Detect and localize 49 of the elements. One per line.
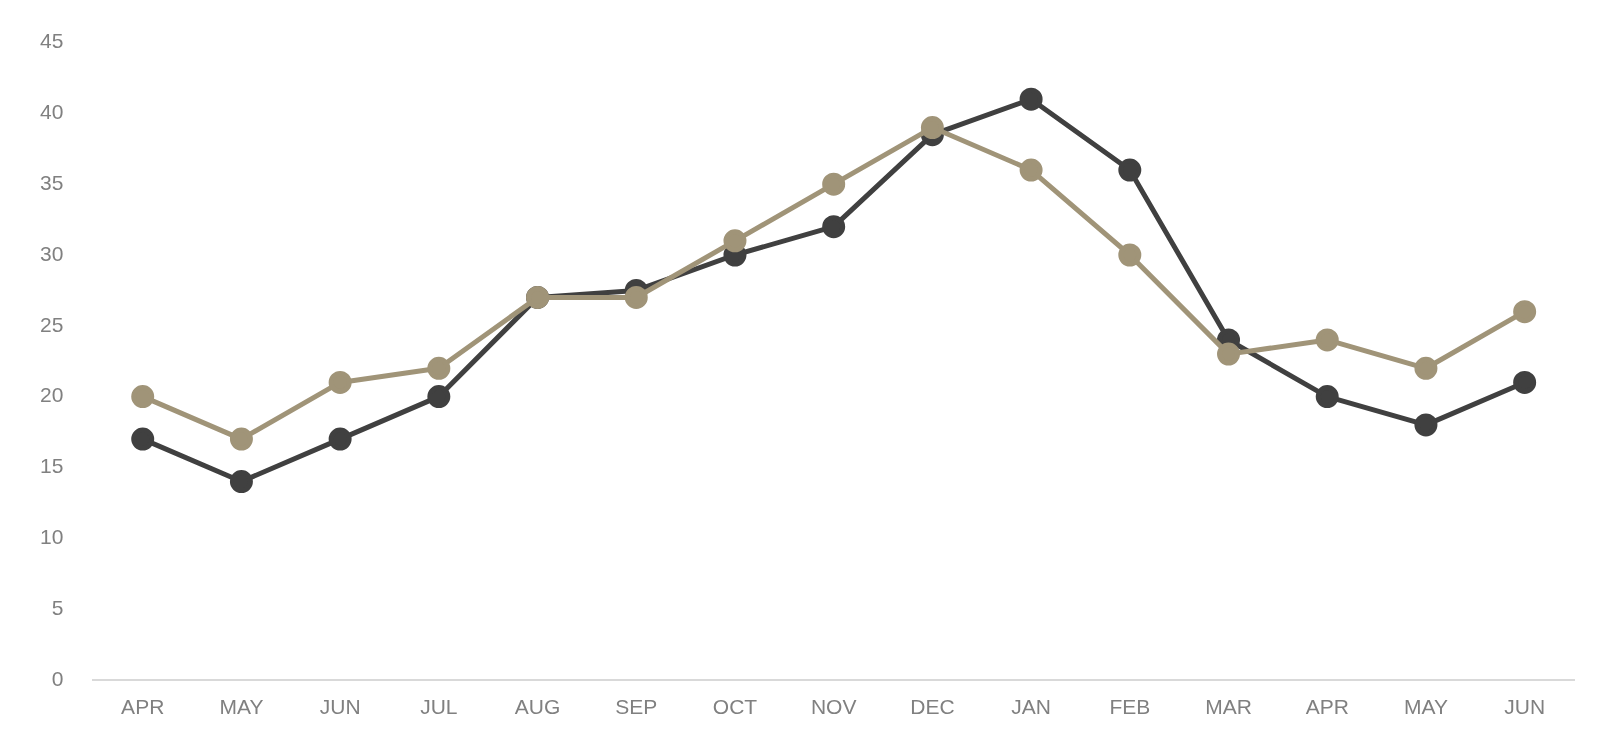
point: [1513, 300, 1537, 324]
point: [624, 285, 648, 309]
y-tick-label: 20: [40, 383, 64, 407]
point: [229, 470, 253, 494]
x-tick-label: JUL: [420, 695, 458, 719]
point: [822, 172, 846, 196]
point: [1513, 370, 1537, 394]
y-tick-label: 45: [40, 29, 64, 53]
point: [131, 427, 155, 451]
point: [427, 385, 451, 409]
point: [1414, 356, 1438, 380]
point: [920, 116, 944, 140]
point: [1118, 158, 1142, 182]
point: [1019, 158, 1043, 182]
y-tick-label: 35: [40, 171, 64, 194]
x-tick-label: JUN: [1504, 695, 1546, 719]
x-tick-label: MAR: [1205, 695, 1252, 719]
point: [1217, 342, 1241, 366]
y-tick-label: 5: [51, 595, 64, 619]
y-tick-label: 15: [40, 454, 64, 478]
y-tick-label: 25: [40, 312, 64, 336]
x-tick-label: FEB: [1109, 695, 1151, 719]
point: [229, 427, 253, 451]
x-tick-label: JAN: [1011, 695, 1051, 719]
x-tick-label: APR: [1305, 695, 1349, 719]
point: [427, 356, 451, 380]
point: [328, 427, 352, 451]
point: [1315, 385, 1339, 409]
x-tick-label: MAY: [219, 695, 264, 719]
x-tick-label: AUG: [514, 695, 561, 719]
y-tick-label: 40: [40, 100, 64, 124]
point: [131, 385, 155, 409]
x-tick-label: APR: [121, 695, 165, 719]
x-tick-label: DEC: [910, 695, 955, 719]
x-tick-label: MAY: [1403, 695, 1448, 719]
x-tick-label: NOV: [810, 695, 857, 719]
y-tick-label: 30: [40, 241, 64, 265]
x-tick-label: SEP: [615, 695, 658, 719]
point: [822, 215, 846, 239]
point: [1315, 328, 1339, 352]
x-tick-label: OCT: [712, 695, 758, 719]
y-tick-label: 10: [40, 525, 64, 548]
x-tick-label: JUN: [319, 695, 361, 719]
point: [723, 229, 747, 253]
y-tick-label: 0: [51, 666, 64, 690]
point: [328, 370, 352, 394]
point: [1414, 413, 1438, 437]
point: [1019, 87, 1043, 111]
point: [1118, 243, 1142, 267]
